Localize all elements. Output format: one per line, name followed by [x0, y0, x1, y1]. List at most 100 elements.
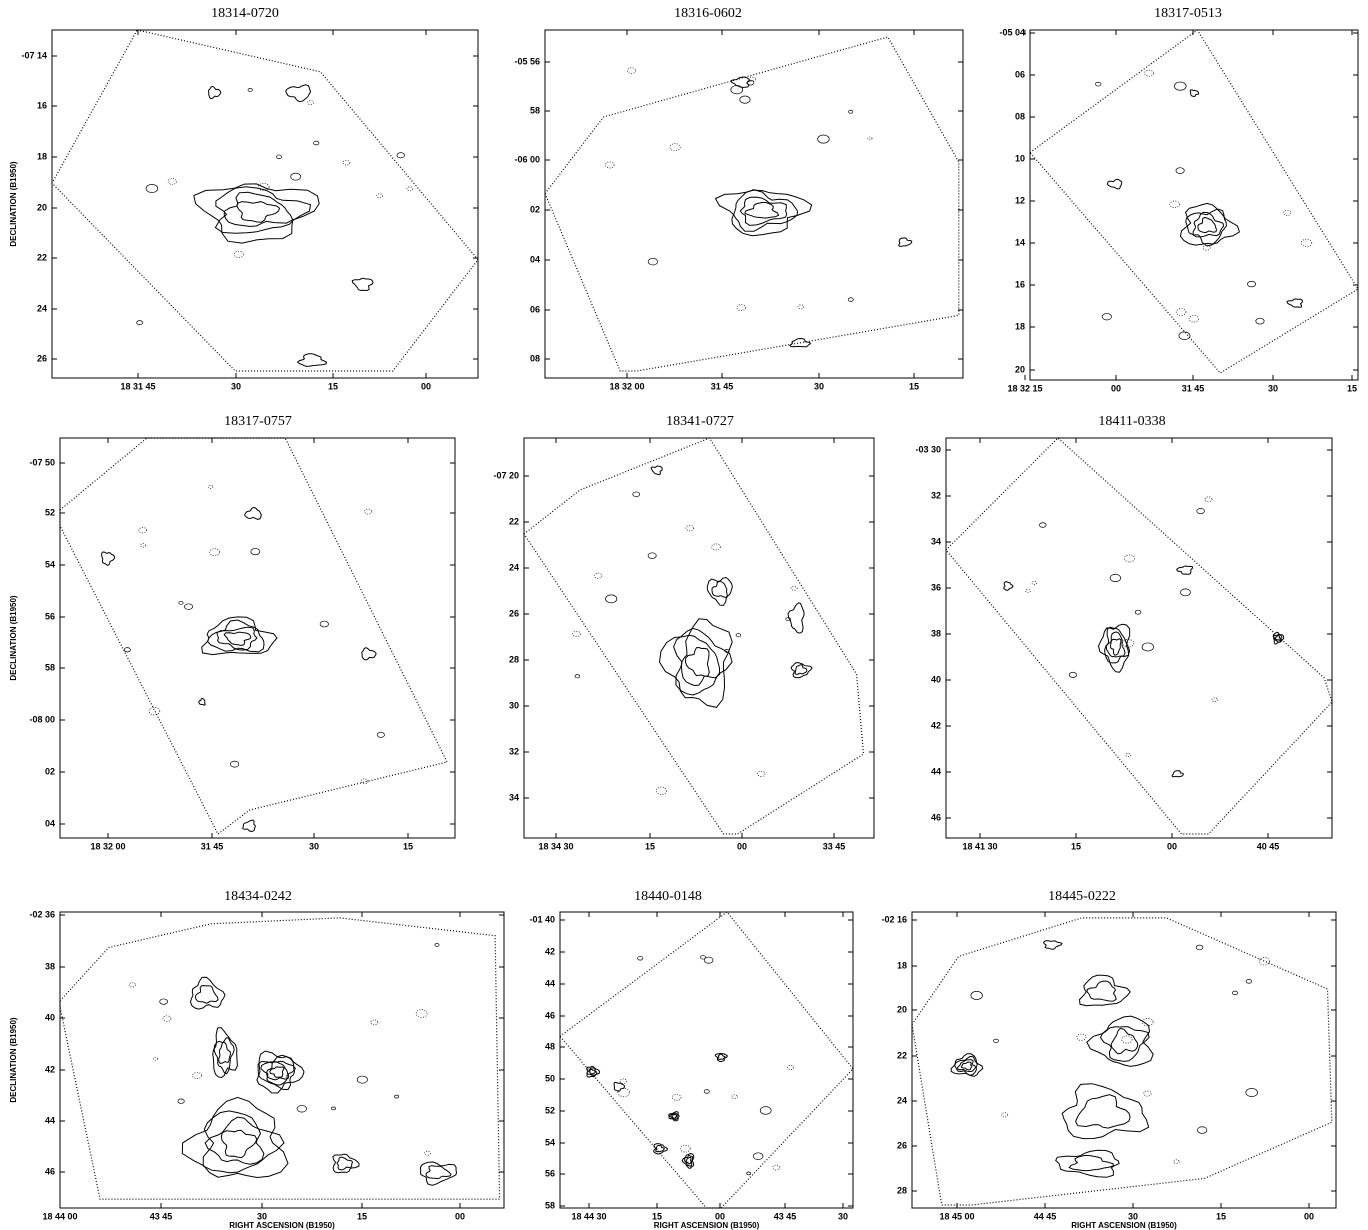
contour — [590, 1069, 596, 1074]
y-tick-label: 56 — [45, 611, 55, 621]
y-tick-label: 48 — [545, 1041, 555, 1051]
y-tick-label: 46 — [931, 812, 941, 822]
noise-contour — [397, 153, 405, 158]
contour — [1062, 1084, 1149, 1139]
y-tick-label: 18 — [897, 960, 907, 970]
noise-contour — [1301, 239, 1312, 246]
plot-frame — [912, 912, 1336, 1208]
noise-contour — [146, 184, 158, 192]
x-tick-label: 18 41 30 — [962, 841, 997, 851]
noise-contour — [331, 1107, 335, 1110]
noise-contour — [1077, 1034, 1086, 1040]
noise-contour — [818, 135, 830, 143]
contour — [734, 190, 798, 232]
contour — [1087, 1016, 1153, 1066]
field-boundary — [545, 37, 959, 371]
contour — [194, 184, 319, 243]
x-axis-label: RIGHT ASCENSION (B1950) — [1071, 1221, 1177, 1230]
x-tick-label: 30 — [1128, 1211, 1138, 1221]
noise-contour — [365, 509, 372, 514]
x-tick-label: 30 — [231, 381, 241, 391]
noise-contour — [605, 595, 616, 603]
y-tick-label: 28 — [509, 654, 519, 664]
y-tick-label: 02 — [530, 204, 540, 214]
panel-title: 18316-0602 — [674, 6, 742, 21]
noise-contour — [1248, 281, 1256, 287]
contour — [1172, 771, 1183, 777]
contour — [209, 86, 221, 98]
plot-frame — [1030, 30, 1358, 380]
contour — [1287, 299, 1302, 307]
y-tick-label: 44 — [545, 978, 555, 988]
noise-contour — [1026, 589, 1031, 592]
y-tick-label: -07 50 — [29, 457, 55, 467]
noise-contour — [1144, 1091, 1151, 1096]
noise-contour — [620, 1079, 627, 1084]
noise-contour — [163, 1016, 171, 1022]
x-tick-label: 18 32 15 — [1007, 383, 1042, 393]
x-tick-label: 30 — [838, 1211, 848, 1221]
y-tick-label: 24 — [37, 303, 47, 313]
x-tick-label: 00 — [455, 1211, 465, 1221]
contour — [740, 197, 787, 225]
y-tick-label: 44 — [931, 766, 941, 776]
y-tick-label: -07 14 — [21, 50, 47, 60]
noise-contour — [343, 160, 350, 165]
contour — [214, 1038, 234, 1074]
y-tick-label: 54 — [545, 1137, 555, 1147]
noise-contour — [757, 771, 765, 776]
y-tick-label: 46 — [45, 1166, 55, 1176]
noise-contour — [740, 96, 750, 103]
contour — [1110, 639, 1121, 655]
panel-title: 18411-0338 — [1098, 414, 1165, 429]
x-tick-label: 15 — [357, 1211, 367, 1221]
x-tick-label: 15 — [652, 1211, 662, 1221]
contour — [217, 627, 257, 650]
noise-contour — [1246, 979, 1251, 983]
noise-contour — [1069, 672, 1076, 677]
contour — [1198, 217, 1217, 232]
x-tick-label: 00 — [1304, 1211, 1314, 1221]
contour — [718, 1054, 725, 1059]
noise-contour — [798, 305, 804, 309]
noise-contour — [297, 1105, 307, 1112]
noise-contour — [848, 298, 853, 302]
contour — [1177, 566, 1193, 574]
x-tick-label: 00 — [421, 381, 431, 391]
noise-contour — [1181, 589, 1191, 596]
noise-contour — [1135, 610, 1141, 614]
noise-contour — [193, 1072, 202, 1078]
field-boundary — [52, 30, 478, 371]
panel-title: 18317-0513 — [1154, 6, 1222, 21]
noise-contour — [1174, 82, 1186, 90]
noise-contour — [129, 983, 135, 987]
x-tick-label: 15 — [1216, 1211, 1226, 1221]
y-tick-label: 24 — [897, 1095, 907, 1105]
contour — [1087, 981, 1116, 1001]
noise-contour — [1176, 168, 1184, 174]
y-tick-label: -05 56 — [514, 56, 540, 66]
noise-contour — [1122, 1036, 1132, 1043]
noise-contour — [1179, 332, 1190, 340]
map-panel: 18317-0513-05 04060810121416182018 32 15… — [999, 6, 1358, 393]
y-tick-label: -08 00 — [29, 714, 55, 724]
x-axis-label: RIGHT ASCENSION (B1950) — [229, 1221, 335, 1230]
y-tick-label: 38 — [931, 628, 941, 638]
noise-contour — [788, 1065, 794, 1069]
contour — [707, 578, 732, 606]
contour — [199, 699, 205, 706]
contour — [298, 354, 327, 367]
x-tick-label: 18 34 30 — [538, 841, 573, 851]
noise-contour — [141, 544, 146, 548]
y-tick-label: 36 — [931, 582, 941, 592]
contour — [205, 1117, 264, 1164]
x-tick-label: 18 32 00 — [90, 841, 125, 851]
y-tick-label: 42 — [545, 946, 555, 956]
noise-contour — [670, 144, 680, 151]
noise-contour — [573, 631, 581, 636]
noise-contour — [1039, 523, 1046, 528]
x-tick-label: 18 44 00 — [42, 1211, 77, 1221]
y-tick-label: 44 — [45, 1115, 55, 1125]
contour — [202, 617, 277, 655]
